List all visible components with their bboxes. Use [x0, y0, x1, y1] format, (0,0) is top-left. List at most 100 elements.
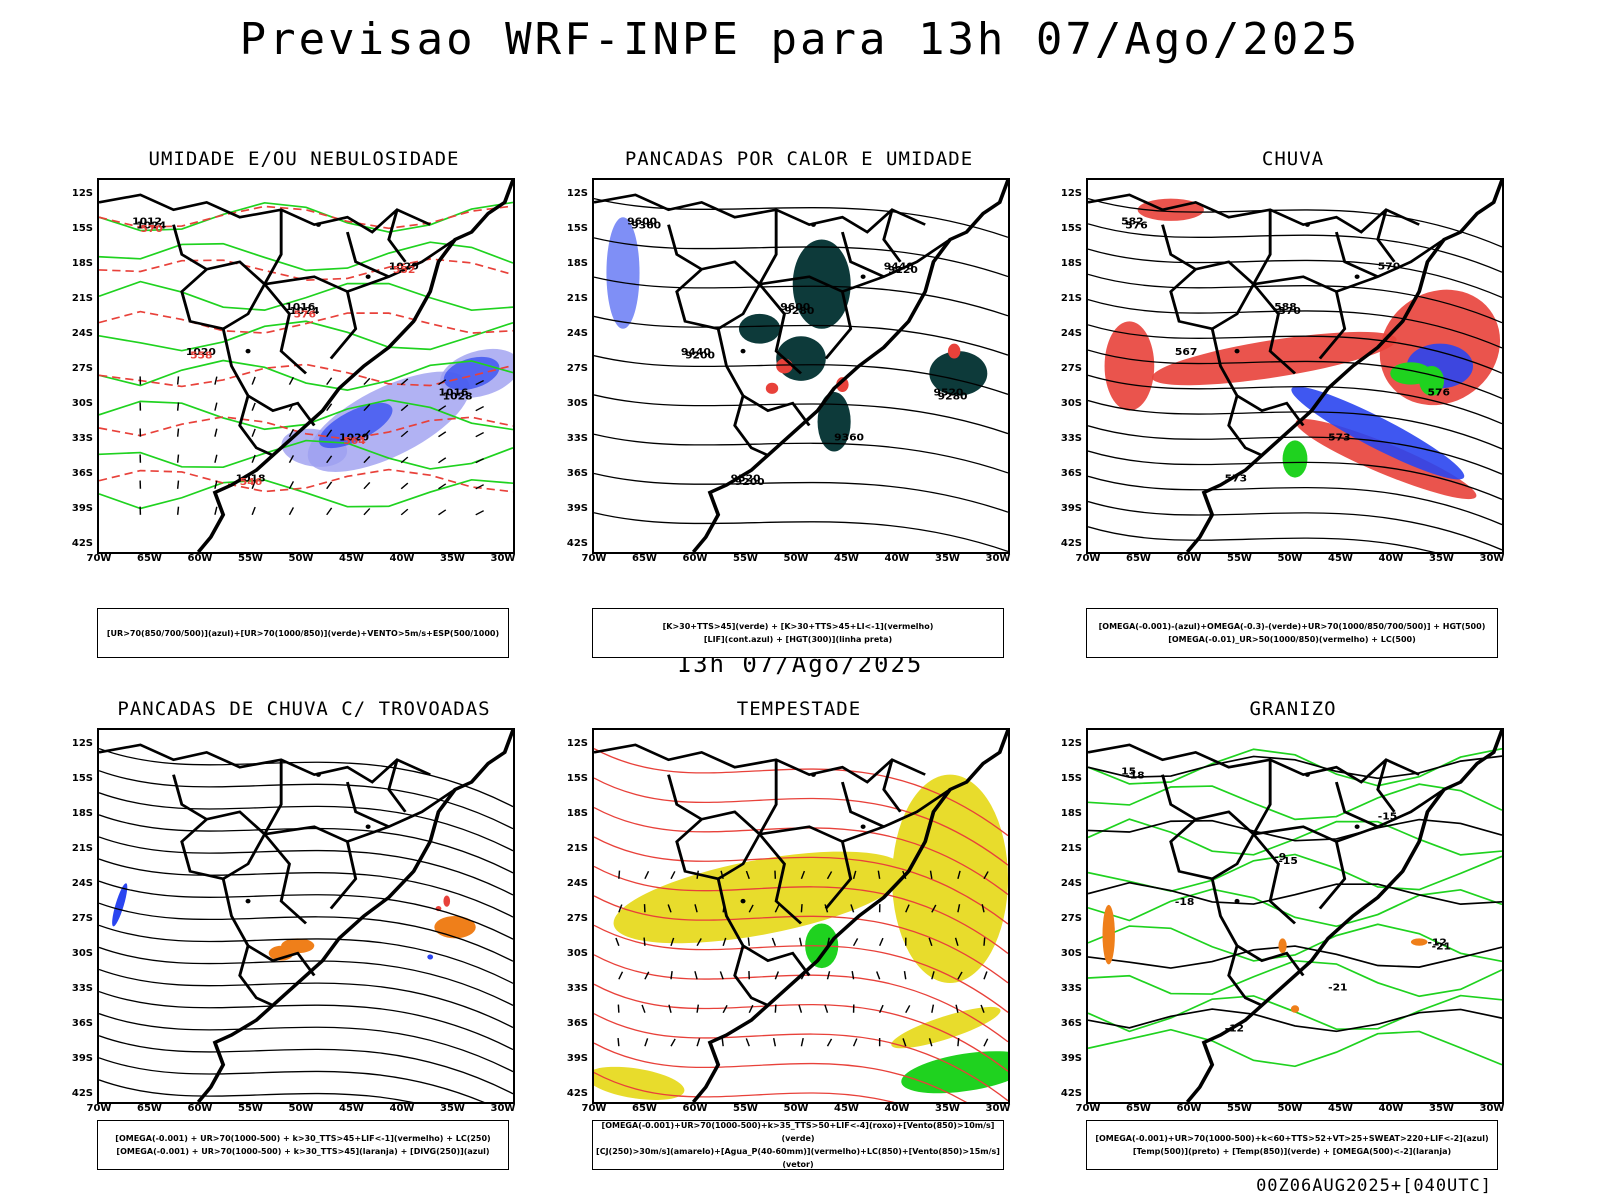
lat-tick-label: 33S: [1060, 983, 1082, 994]
political-border: [387, 209, 407, 263]
wind-vector: [980, 1004, 985, 1013]
wind-vector: [670, 871, 676, 880]
wind-vector: [176, 480, 180, 489]
contour-line: [99, 359, 513, 391]
contour-line: [99, 201, 513, 233]
lake: [1304, 222, 1310, 227]
wind-vector: [615, 937, 620, 946]
lat-tick-label: 12S: [566, 738, 588, 749]
map-canvas: 582 588 576 573 570 567 573 576 570: [1088, 180, 1502, 552]
streamline: [594, 836, 1008, 925]
wind-vector: [176, 454, 180, 463]
wind-vector: [326, 403, 333, 411]
lon-tick-label: 35W: [1429, 1103, 1454, 1114]
wind-vector: [475, 406, 485, 412]
political-border: [1334, 231, 1379, 278]
contour-label: 9200: [735, 477, 765, 487]
contour-line: [1088, 881, 1502, 905]
lake: [1234, 898, 1240, 904]
shaded-area: [613, 851, 906, 944]
political-border: [221, 878, 316, 977]
contour-label: 9600: [627, 217, 657, 227]
streamline: [1088, 500, 1502, 551]
political-border: [757, 209, 803, 375]
contour-label: -18: [1175, 897, 1194, 907]
political-border: [733, 395, 769, 457]
panel-title: UMIDADE E/OU NEBULOSIDADE: [148, 148, 460, 170]
wind-vector: [326, 455, 333, 464]
political-border: [1210, 878, 1305, 977]
wind-vector: [748, 904, 754, 913]
shaded-area: [606, 217, 640, 329]
contour-label: 1020: [339, 433, 369, 443]
political-border: [840, 231, 885, 278]
political-border: [882, 209, 902, 263]
contour-line: [1088, 945, 1502, 969]
contour-label: 546: [240, 477, 262, 487]
contour-label: 573: [1328, 433, 1350, 443]
wind-vector: [928, 1038, 933, 1047]
streamline: [1088, 349, 1502, 400]
wind-vector: [363, 403, 371, 412]
lat-tick-label: 15S: [1060, 773, 1082, 784]
wind-vector: [438, 483, 447, 490]
contour-label: 552: [393, 265, 415, 275]
contour-label: 573: [1225, 474, 1247, 484]
political-border: [238, 945, 274, 1007]
wind-vector: [826, 871, 833, 880]
lon-tick-label: 50W: [1277, 1103, 1303, 1114]
political-border: [757, 759, 803, 925]
wind-vector: [745, 1038, 750, 1047]
main-title: Previsao WRF-INPE para 13h 07/Ago/2025: [239, 14, 1361, 65]
streamline: [594, 1042, 967, 1102]
shaded-area: [443, 895, 451, 907]
contour-label: 9360: [631, 221, 661, 231]
shaded-area: [765, 382, 779, 394]
map-canvas: 1012 1016 1016 1018 1020 1020 1020 1024 1024 1028…: [99, 180, 513, 552]
lon-tick-label: 45W: [339, 1103, 364, 1114]
contour-line: [1088, 1028, 1502, 1068]
lon-tick-label: 60W: [682, 1103, 708, 1114]
streamline: [1088, 450, 1502, 500]
political-border: [1227, 945, 1263, 1007]
streamline: [594, 954, 1008, 1043]
streamline: [1088, 475, 1502, 526]
lake: [1234, 348, 1240, 354]
wind-vector: [400, 508, 409, 516]
wind-vector: [748, 1004, 754, 1013]
contour-line: [1088, 747, 1502, 787]
lake: [740, 898, 746, 904]
wind-vector: [214, 376, 218, 385]
shaded-area: [112, 883, 128, 927]
streamline: [1088, 298, 1502, 349]
lon-tick-label: 40W: [884, 553, 910, 564]
political-border: [1376, 209, 1396, 263]
contour-line: [1088, 818, 1502, 856]
political-border: [1210, 328, 1305, 427]
wind-vector: [400, 404, 409, 412]
wind-vector: [363, 377, 371, 386]
contour-label: 1024: [289, 306, 319, 316]
lat-tick-label: 18S: [71, 808, 93, 819]
coastline: [196, 730, 513, 1102]
contour-line: [1088, 755, 1502, 780]
lake: [1354, 824, 1360, 829]
lat-tick-label: 39S: [71, 1053, 93, 1064]
wind-vector: [800, 904, 803, 913]
wind-vector: [643, 937, 646, 946]
contour-label: 576: [1427, 388, 1449, 398]
wind-vector: [772, 1038, 777, 1047]
lat-tick-label: 21S: [566, 843, 588, 854]
wind-vector: [931, 971, 935, 980]
lon-tick-label: 30W: [985, 553, 1011, 564]
wind-vector: [878, 937, 884, 946]
wind-vector: [326, 507, 333, 516]
wind-vector: [475, 432, 485, 438]
lat-tick-label: 15S: [71, 773, 93, 784]
political-border: [1376, 759, 1396, 813]
wind-vector: [957, 904, 961, 913]
wind-vector: [957, 1037, 960, 1047]
contour-label: 1020: [186, 347, 216, 357]
political-border: [264, 275, 358, 360]
lat-tick-label: 36S: [71, 468, 93, 479]
